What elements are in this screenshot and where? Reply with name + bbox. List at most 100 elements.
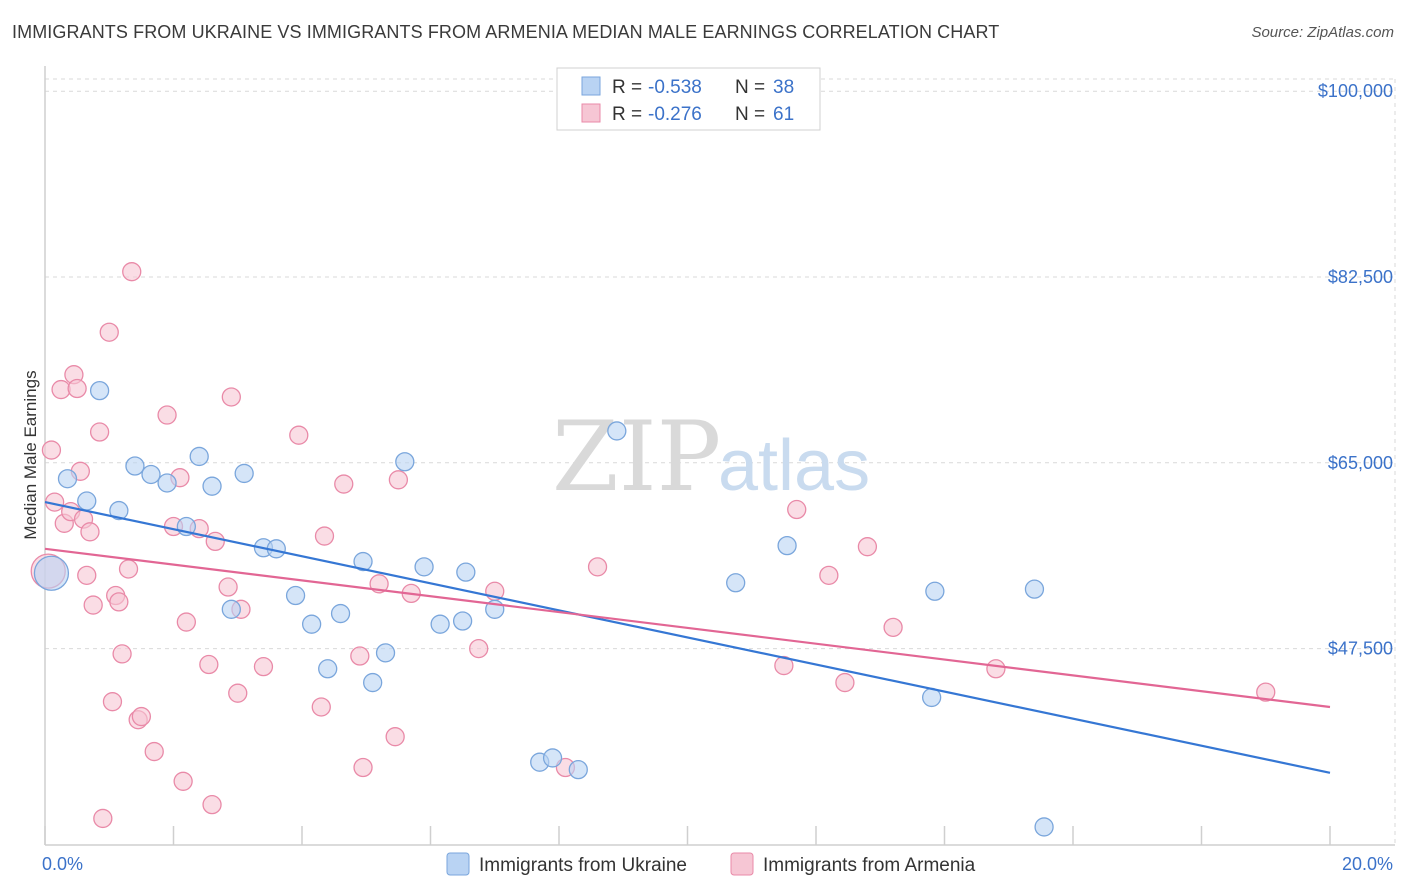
data-point-armenia: [122, 262, 142, 282]
data-point-ukraine: [189, 446, 209, 467]
y-axis-title: Median Male Earnings: [21, 370, 40, 539]
y-tick-label: $82,500: [1328, 267, 1393, 287]
data-point-armenia: [102, 692, 123, 712]
data-point-ukraine: [125, 456, 145, 476]
legend-r-value-ukraine: -0.538: [648, 77, 702, 98]
data-point-armenia: [228, 683, 248, 703]
data-point-armenia: [350, 646, 370, 666]
data-point-ukraine: [157, 473, 177, 493]
data-point-armenia: [388, 470, 409, 490]
data-point-armenia: [289, 425, 309, 445]
data-point-armenia: [883, 617, 903, 638]
data-point-armenia: [112, 644, 132, 664]
data-point-armenia: [41, 440, 62, 460]
data-point-armenia: [469, 638, 489, 659]
data-point-ukraine: [1034, 817, 1054, 837]
data-point-armenia: [173, 771, 193, 791]
watermark-zip: ZIP: [552, 401, 721, 513]
y-tick-label: $100,000: [1318, 81, 1393, 101]
data-point-ukraine: [452, 611, 473, 631]
data-point-armenia: [131, 706, 152, 727]
data-point-ukraine: [141, 464, 161, 485]
y-tick-label: $47,500: [1328, 639, 1393, 659]
legend-n-label-armenia: N =: [735, 104, 765, 125]
data-point-ukraine: [89, 380, 110, 401]
chart-title: IMMIGRANTS FROM UKRAINE VS IMMIGRANTS FR…: [12, 22, 1000, 42]
data-point-armenia: [1256, 682, 1276, 702]
legend-n-value-armenia: 61: [773, 104, 794, 125]
legend-swatch-armenia: [581, 103, 601, 123]
data-point-armenia: [99, 322, 119, 342]
series-legend-label-armenia: Immigrants from Armenia: [763, 855, 976, 876]
data-point-ukraine: [353, 551, 373, 572]
data-point-ukraine: [542, 748, 563, 768]
legend-r-value-armenia: -0.276: [648, 104, 702, 125]
data-point-armenia: [787, 499, 807, 520]
series-legend-label-ukraine: Immigrants from Ukraine: [479, 855, 687, 876]
trend-line-ukraine: [44, 501, 1331, 774]
data-point-ukraine: [777, 535, 797, 556]
data-point-armenia: [205, 531, 225, 552]
data-point-ukraine: [375, 643, 396, 663]
y-tick-label: $65,000: [1328, 453, 1393, 473]
data-point-ukraine: [456, 562, 476, 582]
data-point-armenia: [353, 757, 373, 778]
legend-r-label-ukraine: R =: [612, 77, 642, 98]
data-point-armenia: [774, 655, 794, 676]
data-point-armenia: [253, 656, 274, 677]
data-point-armenia: [157, 405, 177, 425]
data-point-armenia: [67, 378, 87, 399]
data-point-ukraine: [414, 557, 434, 577]
series-legend-swatch-ukraine: [446, 852, 470, 876]
data-point-armenia: [385, 727, 405, 747]
stats-legend-box: [556, 67, 821, 131]
data-point-ukraine: [202, 476, 222, 496]
data-point-ukraine: [221, 599, 241, 619]
series-armenia-points: [30, 262, 1276, 829]
trend-lines: [44, 501, 1331, 774]
data-point-armenia: [819, 565, 839, 585]
axes: [44, 66, 1395, 846]
data-point-ukraine: [109, 500, 129, 521]
data-point-armenia: [80, 522, 100, 542]
data-point-armenia: [51, 379, 71, 400]
data-point-ukraine: [1024, 579, 1045, 599]
data-point-ukraine: [568, 759, 588, 780]
data-point-armenia: [144, 741, 164, 762]
y-tick-labels: $100,000 $82,500 $65,000 $47,500: [1318, 81, 1393, 658]
data-point-ukraine: [363, 672, 383, 693]
x-tick-label-max: 20.0%: [1342, 854, 1393, 874]
legend-swatch-ukraine: [581, 76, 601, 96]
data-point-ukraine: [285, 585, 306, 606]
data-point-ukraine: [318, 659, 338, 679]
data-point-armenia: [857, 537, 878, 557]
data-point-ukraine: [77, 491, 97, 511]
series-legend-swatch-armenia: [730, 852, 754, 876]
data-point-armenia: [77, 565, 97, 585]
data-point-ukraine: [33, 555, 70, 591]
data-point-armenia: [221, 387, 241, 407]
data-point-armenia: [89, 422, 110, 442]
data-point-ukraine: [607, 421, 627, 441]
legend-n-label-ukraine: N =: [735, 77, 765, 98]
data-point-ukraine: [395, 452, 415, 472]
series-legend: Immigrants from Ukraine Immigrants from …: [446, 852, 976, 876]
data-point-armenia: [986, 659, 1006, 679]
data-point-ukraine: [234, 463, 254, 484]
data-point-ukraine: [726, 573, 746, 593]
data-point-ukraine: [57, 469, 78, 489]
legend-n-value-ukraine: 38: [773, 77, 794, 98]
data-point-armenia: [835, 672, 855, 693]
x-tick-labels: 0.0% 20.0%: [42, 854, 1393, 874]
data-point-armenia: [202, 795, 222, 815]
data-point-armenia: [218, 577, 238, 597]
trend-line-armenia: [44, 547, 1331, 709]
data-point-armenia: [199, 654, 219, 675]
data-point-ukraine: [301, 614, 322, 634]
watermark-atlas: atlas: [718, 426, 870, 506]
stats-legend: R = -0.538 N = 38 R = -0.276 N = 61: [556, 67, 821, 131]
data-point-ukraine: [925, 581, 945, 601]
data-point-armenia: [93, 808, 113, 829]
data-point-ukraine: [330, 603, 351, 624]
